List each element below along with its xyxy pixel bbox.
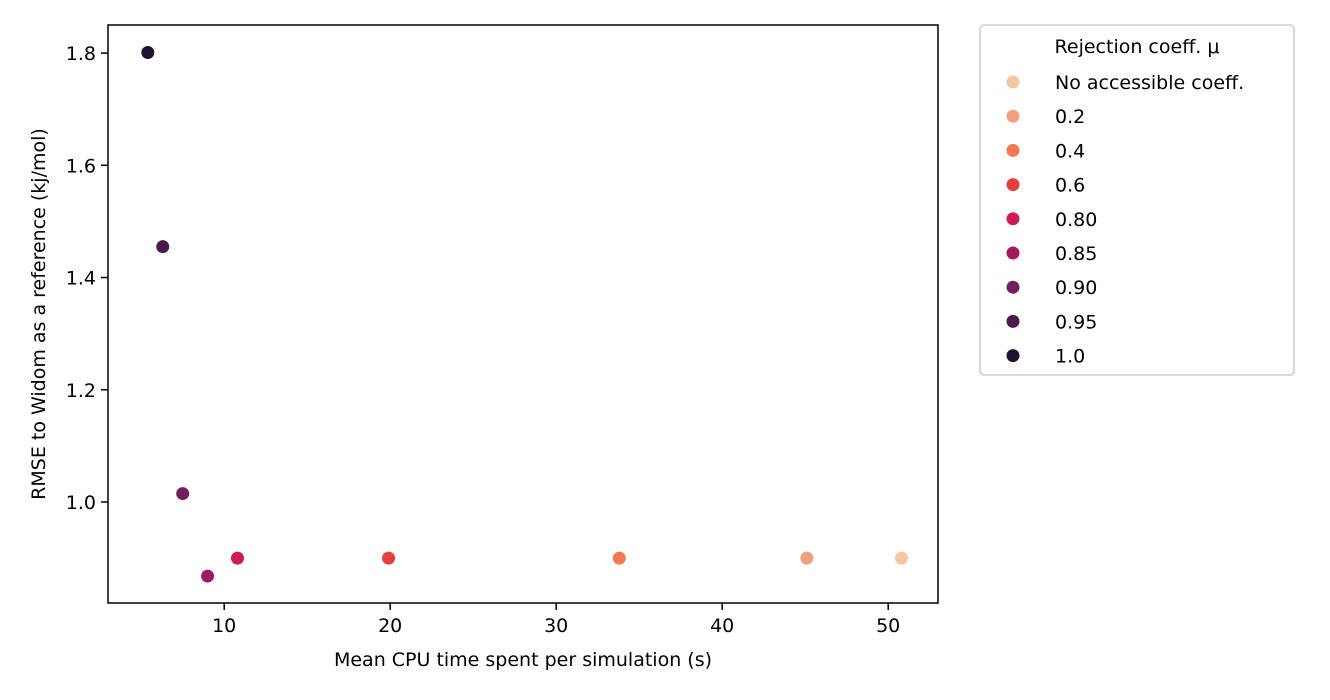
legend-frame [979, 24, 1295, 376]
legend-entry-label: 0.95 [1055, 311, 1097, 333]
data-point [800, 551, 814, 565]
x-tick-label: 10 [212, 615, 236, 637]
legend-entry-label: 0.90 [1055, 277, 1097, 299]
legend-entry-label: 0.85 [1055, 243, 1097, 265]
y-axis-ticks: 1.0 1.2 1.4 1.6 1.8 [66, 43, 108, 514]
legend-entry-label: No accessible coeff. [1055, 72, 1244, 94]
y-tick-label: 1.2 [66, 380, 96, 402]
legend-marker [1006, 143, 1020, 157]
x-axis-label: Mean CPU time spent per simulation (s) [334, 649, 712, 671]
legend-entry-label: 0.6 [1055, 175, 1085, 197]
data-point [141, 45, 155, 59]
y-tick-label: 1.4 [66, 268, 96, 290]
legend-title: Rejection coeff. μ [1055, 36, 1220, 58]
x-tick-label: 50 [876, 615, 900, 637]
legend-marker [1006, 109, 1020, 123]
data-point [612, 551, 626, 565]
data-point [201, 569, 215, 583]
legend-items: No accessible coeff. 0.2 0.4 0.6 0.80 0.85 0.9… [1006, 72, 1244, 368]
data-points [141, 45, 908, 583]
x-tick-label: 40 [710, 615, 734, 637]
data-point [156, 240, 170, 254]
legend-marker [1006, 178, 1020, 192]
y-tick-label: 1.0 [66, 492, 96, 514]
x-tick-label: 30 [544, 615, 568, 637]
legend-entry-label: 1.0 [1055, 346, 1085, 368]
legend-marker [1006, 280, 1020, 294]
legend: Rejection coeff. μ No accessible coeff. 0… [979, 24, 1295, 376]
y-tick-label: 1.8 [66, 43, 96, 65]
data-point [230, 551, 244, 565]
plot-area-frame [107, 24, 939, 604]
data-point [382, 551, 396, 565]
y-axis-label: RMSE to Widom as a reference (kj/mol) [28, 128, 50, 500]
legend-marker [1006, 246, 1020, 260]
legend-entry-label: 0.2 [1055, 106, 1085, 128]
legend-entry-label: 0.80 [1055, 209, 1097, 231]
legend-entry-label: 0.4 [1055, 140, 1085, 162]
legend-marker [1006, 212, 1020, 226]
legend-marker [1006, 314, 1020, 328]
data-point [894, 551, 908, 565]
x-axis-ticks: 10 20 30 40 50 [212, 603, 900, 637]
legend-marker [1006, 75, 1020, 89]
y-tick-label: 1.6 [66, 155, 96, 177]
legend-marker [1006, 349, 1020, 363]
data-point [176, 487, 190, 501]
x-tick-label: 20 [378, 615, 402, 637]
